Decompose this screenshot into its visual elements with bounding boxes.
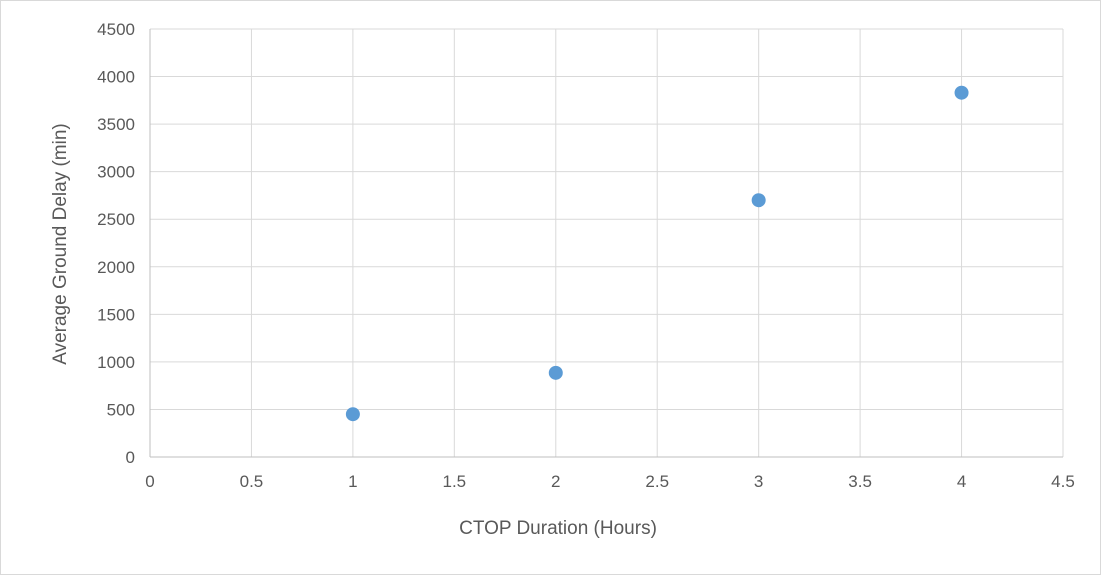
axes xyxy=(149,29,1063,458)
y-tick-label: 500 xyxy=(107,400,135,419)
y-tick-labels: 0 500 1000 1500 2000 2500 3000 3500 4000 4500 xyxy=(97,20,135,467)
y-axis-title: Average Ground Delay (min) xyxy=(50,123,71,364)
x-tick-label: 2 xyxy=(551,472,560,491)
y-tick-label: 2000 xyxy=(97,258,135,277)
gridlines xyxy=(150,28,1064,457)
x-tick-label: 3 xyxy=(754,472,763,491)
x-tick-label: 1 xyxy=(348,472,357,491)
x-tick-label: 1.5 xyxy=(443,472,467,491)
y-tick-label: 1000 xyxy=(97,353,135,372)
y-tick-label: 2500 xyxy=(97,210,135,229)
y-tick-label: 0 xyxy=(126,448,135,467)
x-tick-label: 3.5 xyxy=(848,472,872,491)
x-tick-label: 0.5 xyxy=(240,472,264,491)
y-tick-label: 1500 xyxy=(97,305,135,324)
x-tick-label: 2.5 xyxy=(645,472,669,491)
data-points xyxy=(345,85,969,422)
data-point xyxy=(751,193,766,208)
data-point xyxy=(345,407,360,422)
data-point xyxy=(954,85,969,100)
y-tick-label: 4500 xyxy=(97,20,135,39)
x-tick-label: 4 xyxy=(957,472,966,491)
data-point xyxy=(548,365,563,380)
y-tick-label: 3500 xyxy=(97,115,135,134)
x-axis-title: CTOP Duration (Hours) xyxy=(459,518,657,539)
y-tick-label: 4000 xyxy=(97,68,135,87)
x-tick-label: 0 xyxy=(145,472,154,491)
x-tick-labels: 0 0.5 1 1.5 2 2.5 3 3.5 4 4.5 xyxy=(145,472,1075,491)
x-tick-label: 4.5 xyxy=(1051,472,1075,491)
y-tick-label: 3000 xyxy=(97,163,135,182)
